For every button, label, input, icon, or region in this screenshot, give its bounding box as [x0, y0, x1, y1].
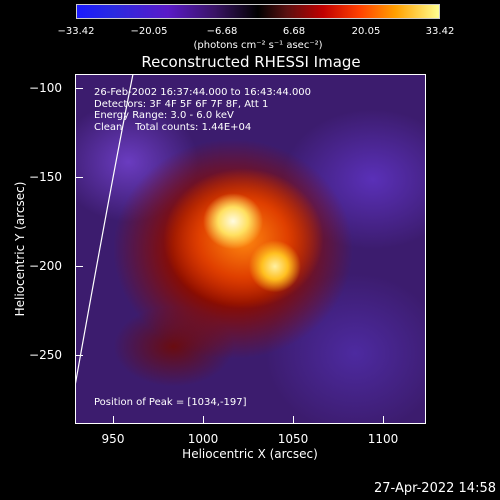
render-date: 27-Apr-2022 14:58 — [374, 481, 496, 496]
colorbar-tick: 6.68 — [282, 26, 306, 37]
x-tick-mark — [293, 416, 294, 424]
y-tick-mark — [75, 355, 83, 356]
y-axis-label: Heliocentric Y (arcsec) — [13, 181, 27, 317]
colorbar-tick: 33.42 — [425, 26, 455, 37]
colorbar-tick: −6.68 — [206, 26, 238, 37]
colorbar-tick: 20.05 — [351, 26, 381, 37]
peak-position-label: Position of Peak = [1034,-197] — [94, 397, 247, 408]
x-tick-mark — [113, 416, 114, 424]
y-tick-mark — [75, 88, 83, 89]
info-line: Clean Total counts: 1.44E+04 — [94, 121, 252, 133]
x-tick-label: 1100 — [367, 432, 399, 446]
x-axis-label: Heliocentric X (arcsec) — [182, 447, 318, 461]
colorbar-tick: −33.42 — [57, 26, 95, 37]
y-tick-label: −200 — [29, 259, 62, 273]
observation-info: 26-Feb-2002 16:37:44.000 to 16:43:44.000… — [94, 87, 311, 133]
x-tick-label: 950 — [101, 432, 125, 446]
colorbar-unit-label: (photons cm⁻² s⁻¹ asec⁻²) — [193, 40, 323, 51]
y-tick-label: −250 — [29, 348, 62, 362]
x-tick-mark — [383, 416, 384, 424]
image-title: Reconstructed RHESSI Image — [141, 53, 361, 71]
solar-limb-line — [75, 74, 134, 387]
y-tick-label: −100 — [29, 81, 62, 95]
x-tick-label: 1000 — [187, 432, 219, 446]
info-line: Energy Range: 3.0 - 6.0 keV — [94, 110, 234, 121]
x-tick-mark — [203, 416, 204, 424]
x-tick-label: 1050 — [277, 432, 309, 446]
y-tick-mark — [75, 266, 83, 267]
y-tick-label: −150 — [29, 170, 62, 184]
colorbar-tick: −20.05 — [130, 26, 168, 37]
y-tick-mark — [75, 177, 83, 178]
info-line: 26-Feb-2002 16:37:44.000 to 16:43:44.000 — [94, 87, 312, 98]
rhessi-image — [75, 74, 426, 424]
colorbar — [76, 4, 440, 19]
info-line: Detectors: 3F 4F 5F 6F 7F 8F, Att 1 — [94, 98, 269, 110]
